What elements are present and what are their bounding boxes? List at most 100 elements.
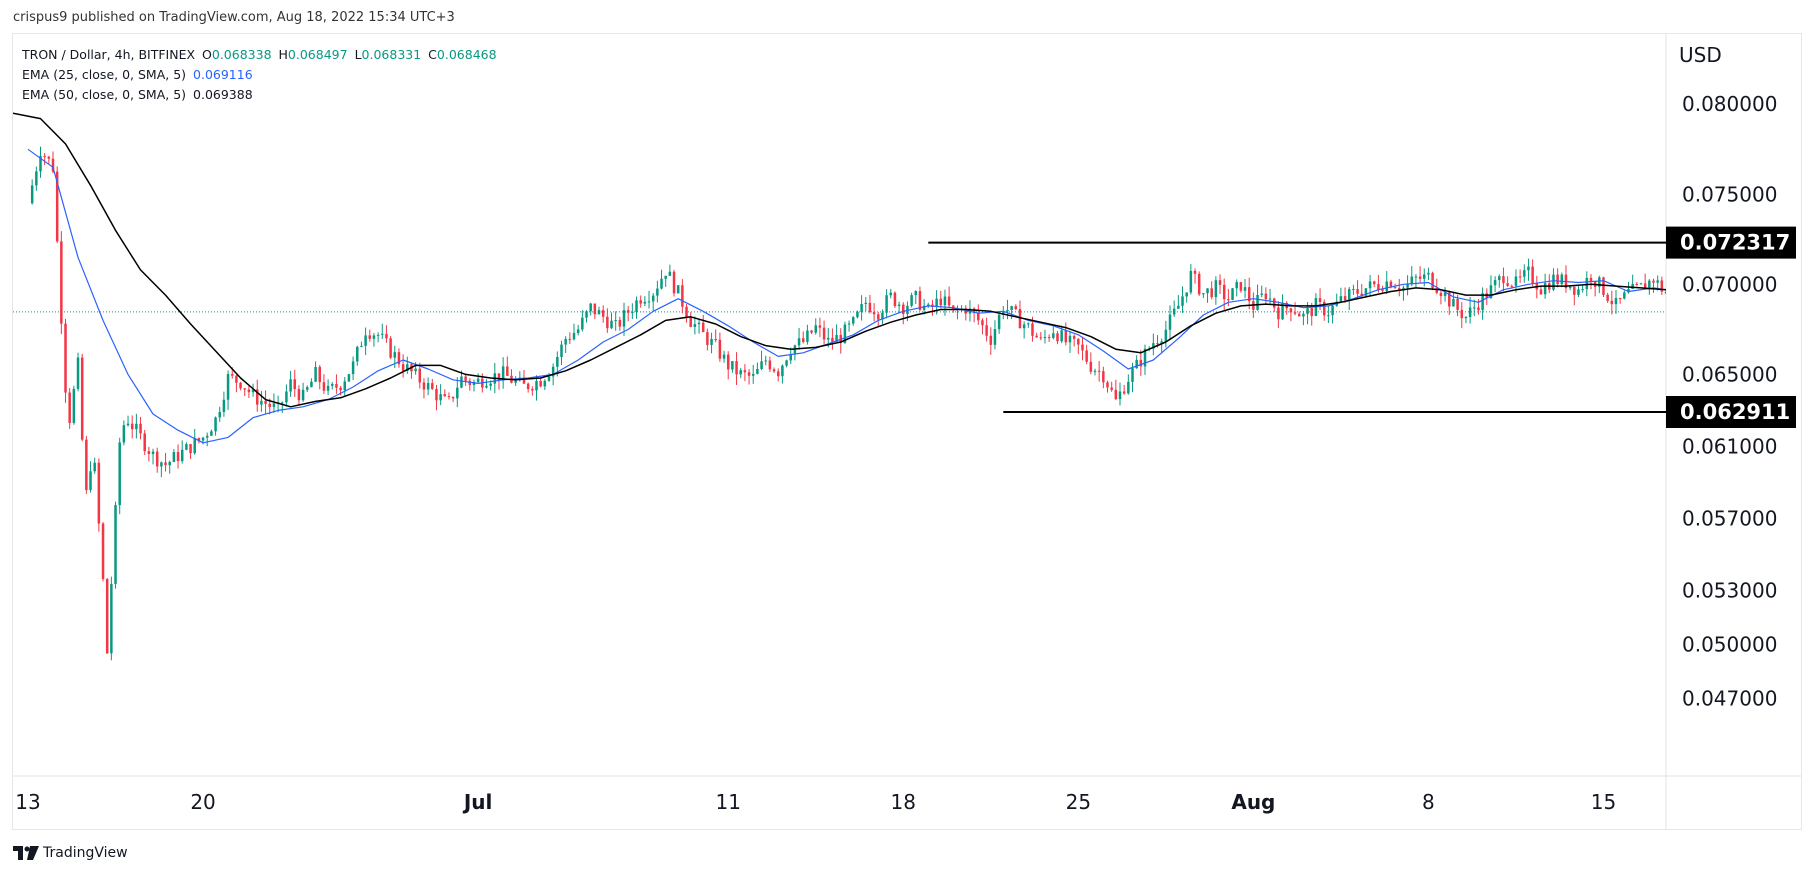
candle-body: [1114, 389, 1118, 400]
candle-body: [531, 389, 534, 391]
legend-ema50-label[interactable]: EMA (50, close, 0, SMA, 5): [22, 87, 187, 102]
candle-body: [414, 368, 417, 372]
candle-body: [768, 360, 772, 370]
candle-body: [1135, 359, 1138, 369]
candle-body: [1627, 288, 1630, 293]
level-label-box-1: [1666, 396, 1796, 429]
candle-body: [51, 158, 55, 172]
footer-brand[interactable]: TradingView: [13, 845, 128, 861]
candle-body: [339, 387, 342, 391]
candle-body: [272, 403, 276, 407]
candle-body: [1214, 280, 1218, 298]
candle-body: [739, 370, 742, 375]
price-axis[interactable]: USD 0.080000 0.075000 0.070000 0.065000 0.061…: [1679, 43, 1777, 711]
candle-body: [1018, 309, 1022, 329]
candle-body: [280, 402, 284, 404]
candle-body: [743, 370, 747, 373]
candle-body: [1372, 281, 1376, 285]
candle-body: [1064, 330, 1068, 343]
candle-body: [381, 333, 384, 335]
chart-legend: TRON / Dollar, 4h, BITFINEX O0.068338 H0…: [22, 45, 500, 105]
candle-body: [927, 304, 930, 306]
legend-symbol[interactable]: TRON / Dollar, 4h, BITFINEX: [22, 47, 196, 62]
candle-body: [176, 452, 180, 462]
candle-body: [1702, 308, 1705, 321]
candle-body: [1081, 344, 1084, 351]
candle-body: [35, 171, 38, 186]
candle-body: [1260, 293, 1263, 295]
candle-body: [301, 389, 305, 401]
candle-body: [314, 366, 317, 382]
candle-body: [1398, 288, 1401, 291]
candle-body: [243, 388, 246, 390]
legend-ema25-label[interactable]: EMA (25, close, 0, SMA, 5): [22, 67, 187, 82]
candle-body: [1514, 276, 1518, 286]
candle-body: [585, 311, 588, 318]
candle-body: [1506, 283, 1509, 286]
candle-body: [547, 376, 551, 381]
candle-body: [1418, 276, 1422, 279]
candle-body: [501, 366, 505, 381]
candle-body: [201, 437, 205, 441]
candle-body: [322, 382, 326, 391]
legend-close-value: 0.068468: [436, 47, 497, 62]
candle-body: [1694, 321, 1697, 322]
candle-body: [397, 352, 401, 365]
candle-body: [701, 322, 705, 333]
candle-body: [776, 371, 780, 377]
candle-body: [1360, 293, 1363, 296]
candle-body: [1448, 292, 1451, 307]
time-axis[interactable]: 13 20 Jul 11 18 25 Aug 8 15: [15, 790, 1616, 814]
candle-body: [910, 295, 913, 306]
candle-body: [1618, 298, 1622, 300]
candle-body: [714, 338, 717, 340]
candle-body: [1568, 286, 1572, 289]
candle-body: [1560, 274, 1564, 285]
plot-area[interactable]: [13, 112, 1721, 661]
candle-body: [1339, 296, 1343, 302]
candle-body: [443, 394, 447, 397]
candle-body: [1556, 274, 1559, 285]
candle-body: [1715, 309, 1718, 320]
candle-body: [1289, 308, 1293, 313]
candle-body: [185, 444, 188, 450]
candle-body: [1022, 324, 1026, 329]
candle-body: [1277, 307, 1280, 320]
candle-body: [247, 389, 251, 393]
candle-body: [1711, 306, 1714, 321]
candle-body: [864, 302, 868, 304]
candle-body: [331, 384, 334, 386]
candle-body: [1431, 272, 1434, 289]
candle-body: [1168, 314, 1172, 330]
candle-body: [506, 366, 509, 376]
candle-body: [826, 337, 830, 340]
candle-body: [668, 271, 672, 276]
candle-body: [368, 335, 372, 339]
candle-body: [918, 291, 922, 310]
candle-body: [72, 388, 76, 423]
candle-body: [1585, 277, 1589, 290]
candle-body: [60, 241, 63, 324]
candle-body: [568, 338, 572, 340]
candle-body: [1056, 333, 1059, 342]
candle-body: [347, 374, 351, 382]
candle-body: [1235, 282, 1238, 289]
level-label-0: 0.072317: [1680, 231, 1790, 255]
candle-body: [1573, 286, 1576, 295]
candle-body: [101, 523, 105, 580]
candle-body: [1006, 310, 1009, 312]
candle-body: [422, 382, 426, 390]
candle-body: [1510, 285, 1514, 287]
candle-body: [264, 400, 267, 404]
candle-body: [1581, 289, 1584, 291]
axis-borders: [13, 34, 1801, 829]
candle-body: [93, 462, 96, 472]
candle-body: [1389, 281, 1393, 288]
candle-body: [114, 505, 117, 584]
candle-body: [193, 438, 196, 454]
candle-body: [614, 320, 617, 322]
candle-body: [522, 377, 526, 384]
candle-body: [1239, 282, 1243, 291]
candle-body: [572, 333, 576, 340]
